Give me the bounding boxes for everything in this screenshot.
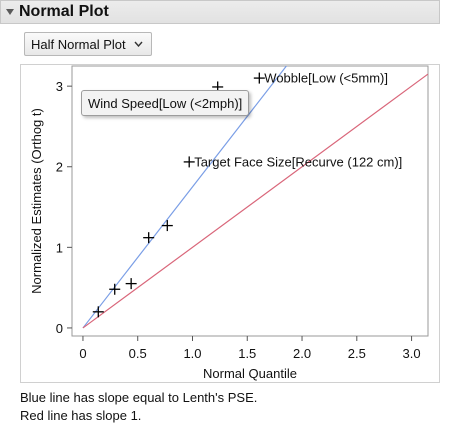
data-point[interactable] xyxy=(92,306,104,318)
y-tick-label: 2 xyxy=(56,160,63,175)
data-point[interactable] xyxy=(161,220,173,232)
point-label: Wobble[Low (<5mm)] xyxy=(264,71,388,86)
x-tick-label: 1.0 xyxy=(183,346,201,361)
outline-header: Normal Plot xyxy=(0,0,440,24)
data-point[interactable] xyxy=(143,232,155,244)
x-tick-label: 1.5 xyxy=(238,346,256,361)
note-blue-line: Blue line has slope equal to Lenth's PSE… xyxy=(20,390,258,405)
tooltip-text: Wind Speed[Low (<2mph)] xyxy=(88,95,243,111)
point-hover-tooltip: Wind Speed[Low (<2mph)] xyxy=(81,90,249,116)
point-label: Target Face Size[Recurve (122 cm)] xyxy=(194,154,402,169)
x-tick-label: 2.5 xyxy=(348,346,366,361)
x-tick-label: 3.0 xyxy=(403,346,421,361)
data-point[interactable] xyxy=(109,283,121,295)
chevron-down-icon xyxy=(134,41,143,47)
plot-type-dropdown[interactable]: Half Normal Plot xyxy=(24,32,152,56)
data-point[interactable] xyxy=(253,72,265,84)
x-tick-label: 2.0 xyxy=(293,346,311,361)
x-tick-label: 0.5 xyxy=(129,346,147,361)
disclosure-triangle-down-icon[interactable] xyxy=(1,1,19,23)
x-tick-label: 0 xyxy=(79,346,86,361)
slope-one-line xyxy=(82,73,428,329)
y-tick-label: 3 xyxy=(56,79,63,94)
y-axis-label: Normalized Estimates (Orthog t) xyxy=(29,108,44,294)
y-tick-label: 1 xyxy=(56,240,63,255)
outline-title: Normal Plot xyxy=(19,3,109,20)
plot-type-selected-value: Half Normal Plot xyxy=(31,36,126,52)
lenth-pse-line xyxy=(82,66,288,329)
data-point[interactable] xyxy=(183,156,195,168)
data-point[interactable] xyxy=(125,278,137,290)
note-red-line: Red line has slope 1. xyxy=(20,408,142,423)
y-tick-label: 0 xyxy=(56,321,63,336)
x-axis-label: Normal Quantile xyxy=(203,366,297,381)
